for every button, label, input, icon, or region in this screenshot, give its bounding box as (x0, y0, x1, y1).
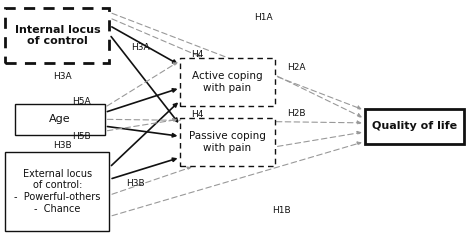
Text: H5A: H5A (72, 97, 91, 106)
Text: H5B: H5B (72, 132, 91, 141)
Text: External locus
of control:
-  Powerful-others
-  Chance: External locus of control: - Powerful-ot… (14, 169, 100, 214)
Text: H3B: H3B (53, 141, 72, 150)
FancyBboxPatch shape (5, 152, 109, 231)
Text: H1B: H1B (273, 206, 291, 215)
Text: H3B: H3B (126, 180, 145, 188)
Text: H4: H4 (191, 50, 203, 59)
FancyBboxPatch shape (365, 108, 464, 144)
FancyBboxPatch shape (15, 104, 105, 135)
Text: Internal locus
of control: Internal locus of control (15, 25, 100, 46)
Text: H1A: H1A (254, 13, 272, 22)
Text: Quality of life: Quality of life (372, 121, 457, 132)
Text: H4: H4 (191, 110, 203, 119)
Text: Active coping
with pain: Active coping with pain (192, 71, 263, 93)
FancyBboxPatch shape (180, 118, 275, 166)
Text: H3A: H3A (131, 43, 149, 52)
Text: Age: Age (49, 114, 71, 124)
Text: H3A: H3A (53, 72, 72, 81)
Text: H2B: H2B (287, 109, 305, 118)
Text: Passive coping
with pain: Passive coping with pain (189, 131, 266, 153)
FancyBboxPatch shape (5, 8, 109, 63)
Text: H2A: H2A (287, 63, 305, 72)
FancyBboxPatch shape (180, 58, 275, 106)
